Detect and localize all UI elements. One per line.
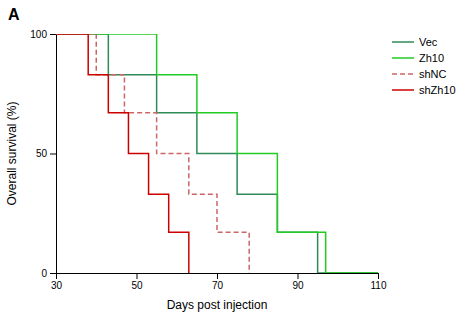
tick-label: 50 [131, 280, 143, 291]
y-axis: 0 50 100 [30, 29, 56, 279]
tick-label: 70 [212, 280, 224, 291]
legend-label: shZh10 [419, 84, 456, 96]
series-line [56, 34, 378, 273]
x-axis: 30 50 70 90 110 [51, 273, 387, 291]
title: A [8, 6, 20, 23]
tick-label: 50 [36, 148, 48, 159]
series-line [56, 34, 378, 273]
tick: 70 [212, 273, 224, 291]
tick: 50 [36, 148, 56, 159]
axis-line [50, 35, 57, 274]
y-axis-title: Overall survival (%) [5, 101, 19, 205]
tick: 50 [131, 273, 143, 291]
tick: 0 [41, 268, 56, 279]
tick-label: 90 [292, 280, 304, 291]
tick: 90 [292, 273, 304, 291]
tick-mark [137, 273, 138, 279]
tick-mark [217, 273, 218, 279]
x-axis-title: Days post injection [167, 298, 268, 312]
tick: 110 [371, 273, 387, 291]
tick-mark [298, 273, 299, 279]
tick: 100 [30, 29, 56, 40]
legend-item: shZh10 [392, 84, 456, 96]
series-line [56, 34, 249, 273]
series-group [56, 34, 378, 273]
tick: 30 [51, 273, 63, 291]
tick-mark [378, 273, 379, 279]
legend: Vec Zh10 shNC shZh10 [392, 36, 456, 96]
legend-label: shNC [419, 68, 447, 80]
tick-mark [50, 273, 56, 274]
tick-label: 30 [51, 280, 63, 291]
legend-swatch [392, 89, 414, 91]
axis-line [57, 274, 379, 280]
legend-swatch [392, 57, 414, 59]
chart: 30 50 70 90 110 0 50 100 Days post injection Over… [0, 0, 474, 317]
tick-mark [50, 34, 56, 35]
series-line [56, 34, 189, 273]
legend-item: Vec [392, 36, 438, 48]
legend-swatch [392, 41, 414, 43]
legend-label: Vec [419, 36, 438, 48]
legend-swatch [392, 73, 414, 75]
legend-label: Zh10 [419, 52, 444, 64]
legend-item: shNC [392, 68, 447, 80]
legend-item: Zh10 [392, 52, 444, 64]
tick-mark [50, 154, 56, 155]
tick-label: 110 [371, 280, 387, 291]
plot: 30 50 70 90 110 0 50 100 [30, 29, 387, 291]
tick-label: 0 [41, 268, 47, 279]
tick-label: 100 [30, 29, 47, 40]
